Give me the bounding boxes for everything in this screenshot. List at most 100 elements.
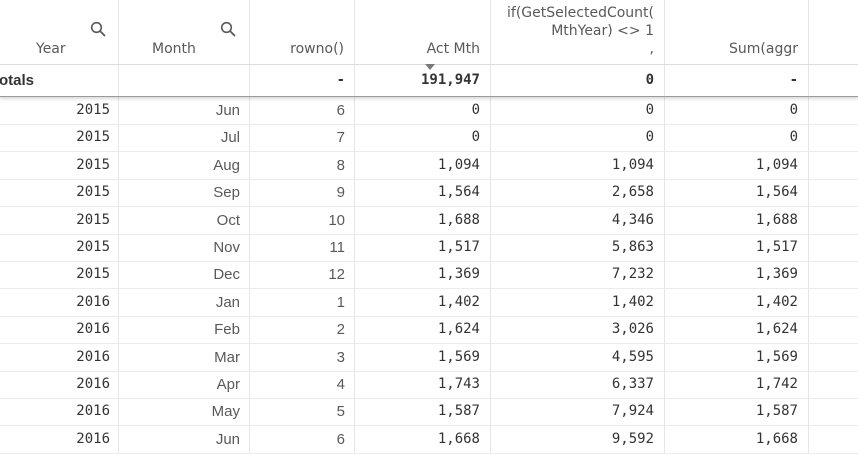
table-row[interactable]: 2016 Mar 3 1,569 4,595 1,569 bbox=[0, 344, 858, 372]
cell-rowno[interactable]: 2 bbox=[336, 321, 345, 339]
cell-sum-aggr[interactable]: 1,668 bbox=[755, 430, 798, 447]
cell-year[interactable]: 2015 bbox=[76, 156, 110, 173]
cell-month[interactable]: Jul bbox=[220, 129, 240, 147]
table-row[interactable]: 2015 Nov 11 1,517 5,863 1,517 bbox=[0, 234, 858, 262]
cell-year[interactable]: 2016 bbox=[76, 293, 110, 310]
cell-rowno[interactable]: 8 bbox=[336, 156, 345, 174]
cell-sum-aggr[interactable]: 1,402 bbox=[755, 293, 798, 310]
cell-month[interactable]: Aug bbox=[213, 156, 240, 174]
search-icon[interactable] bbox=[220, 21, 236, 37]
cell-expression[interactable]: 9,592 bbox=[611, 430, 654, 447]
cell-rowno[interactable]: 5 bbox=[336, 403, 345, 421]
cell-act-mth[interactable]: 1,587 bbox=[437, 403, 480, 420]
header-act-mth[interactable]: Act Mth bbox=[355, 0, 490, 64]
cell-act-mth[interactable]: 1,743 bbox=[437, 376, 480, 392]
column-divider[interactable] bbox=[490, 0, 491, 454]
cell-rowno[interactable]: 6 bbox=[336, 430, 345, 448]
column-divider[interactable] bbox=[808, 0, 809, 454]
cell-rowno[interactable]: 7 bbox=[336, 129, 345, 147]
cell-year[interactable]: 2015 bbox=[76, 211, 110, 228]
cell-sum-aggr[interactable]: 1,569 bbox=[755, 348, 798, 365]
cell-act-mth[interactable]: 1,564 bbox=[437, 184, 480, 201]
table-row[interactable]: 2015 Sep 9 1,564 2,658 1,564 bbox=[0, 179, 858, 208]
cell-year[interactable]: 2016 bbox=[76, 321, 110, 338]
cell-rowno[interactable]: 11 bbox=[329, 239, 345, 256]
cell-rowno[interactable]: 3 bbox=[336, 348, 345, 366]
cell-expression[interactable]: 7,924 bbox=[611, 403, 654, 420]
header-rowno[interactable]: rowno() bbox=[250, 0, 354, 64]
cell-act-mth[interactable]: 0 bbox=[471, 102, 480, 118]
cell-sum-aggr[interactable]: 0 bbox=[789, 129, 798, 146]
cell-month[interactable]: Sep bbox=[213, 184, 240, 202]
header-sum-aggr[interactable]: Sum(aggr bbox=[665, 0, 808, 64]
cell-expression[interactable]: 1,402 bbox=[611, 293, 654, 310]
cell-rowno[interactable]: 12 bbox=[328, 266, 345, 284]
table-row[interactable]: 2015 Jun 6 0 0 0 bbox=[0, 97, 858, 125]
cell-rowno[interactable]: 4 bbox=[336, 376, 345, 393]
table-row[interactable]: 2016 Jun 6 1,668 9,592 1,668 bbox=[0, 426, 858, 454]
cell-expression[interactable]: 0 bbox=[645, 102, 654, 118]
cell-sum-aggr[interactable]: 1,742 bbox=[755, 376, 798, 392]
cell-rowno[interactable]: 6 bbox=[336, 102, 345, 119]
table-row[interactable]: 2015 Oct 10 1,688 4,346 1,688 bbox=[0, 207, 858, 235]
cell-month[interactable]: Jun bbox=[215, 430, 240, 448]
cell-expression[interactable]: 3,026 bbox=[611, 321, 654, 338]
column-divider[interactable] bbox=[664, 0, 665, 454]
cell-act-mth[interactable]: 1,369 bbox=[437, 266, 480, 283]
cell-expression[interactable]: 7,232 bbox=[611, 266, 654, 283]
cell-year[interactable]: 2015 bbox=[76, 266, 110, 283]
cell-month[interactable]: Jan bbox=[215, 293, 240, 311]
cell-sum-aggr[interactable]: 1,624 bbox=[755, 321, 798, 338]
cell-act-mth[interactable]: 1,668 bbox=[437, 430, 480, 447]
cell-act-mth[interactable]: 1,624 bbox=[437, 321, 480, 338]
cell-month[interactable]: Apr bbox=[216, 376, 240, 393]
cell-act-mth[interactable]: 1,402 bbox=[437, 293, 480, 310]
cell-year[interactable]: 2015 bbox=[76, 184, 110, 201]
cell-expression[interactable]: 1,094 bbox=[611, 156, 654, 173]
cell-sum-aggr[interactable]: 1,564 bbox=[755, 184, 798, 201]
table-row[interactable]: 2016 May 5 1,587 7,924 1,587 bbox=[0, 398, 858, 427]
table-row[interactable]: 2015 Dec 12 1,369 7,232 1,369 bbox=[0, 261, 858, 290]
cell-month[interactable]: Dec bbox=[213, 266, 240, 284]
cell-sum-aggr[interactable]: 1,369 bbox=[755, 266, 798, 283]
cell-rowno[interactable]: 1 bbox=[336, 293, 345, 311]
column-divider[interactable] bbox=[118, 0, 119, 454]
cell-sum-aggr[interactable]: 1,094 bbox=[755, 156, 798, 173]
cell-month[interactable]: Nov bbox=[213, 239, 240, 256]
table-row[interactable]: 2016 Feb 2 1,624 3,026 1,624 bbox=[0, 316, 858, 345]
cell-act-mth[interactable]: 1,569 bbox=[437, 348, 480, 365]
column-divider[interactable] bbox=[354, 0, 355, 454]
cell-act-mth[interactable]: 1,517 bbox=[437, 239, 480, 255]
cell-year[interactable]: 2015 bbox=[76, 102, 110, 118]
cell-year[interactable]: 2016 bbox=[76, 403, 110, 420]
header-year[interactable]: Year bbox=[0, 0, 118, 64]
cell-rowno[interactable]: 9 bbox=[336, 184, 345, 202]
cell-expression[interactable]: 0 bbox=[645, 129, 654, 146]
cell-act-mth[interactable]: 0 bbox=[471, 129, 480, 146]
header-expression[interactable]: if(GetSelectedCount( MthYear) <> 1 , bbox=[491, 0, 664, 64]
cell-sum-aggr[interactable]: 1,587 bbox=[755, 403, 798, 420]
cell-year[interactable]: 2015 bbox=[76, 239, 110, 255]
cell-month[interactable]: Feb bbox=[214, 321, 240, 339]
cell-year[interactable]: 2016 bbox=[76, 430, 110, 447]
cell-year[interactable]: 2016 bbox=[76, 348, 110, 365]
cell-expression[interactable]: 2,658 bbox=[611, 184, 654, 201]
column-divider[interactable] bbox=[249, 0, 250, 454]
table-row[interactable]: 2015 Jul 7 0 0 0 bbox=[0, 124, 858, 153]
cell-year[interactable]: 2016 bbox=[76, 376, 110, 392]
cell-month[interactable]: May bbox=[211, 403, 240, 421]
cell-expression[interactable]: 4,595 bbox=[611, 348, 654, 365]
cell-month[interactable]: Mar bbox=[214, 348, 240, 366]
table-row[interactable]: 2015 Aug 8 1,094 1,094 1,094 bbox=[0, 152, 858, 180]
cell-expression[interactable]: 6,337 bbox=[611, 376, 654, 392]
table-row[interactable]: 2016 Jan 1 1,402 1,402 1,402 bbox=[0, 289, 858, 317]
table-row[interactable]: 2016 Apr 4 1,743 6,337 1,742 bbox=[0, 371, 858, 399]
header-month[interactable]: Month bbox=[119, 0, 249, 64]
cell-year[interactable]: 2015 bbox=[76, 129, 110, 146]
cell-act-mth[interactable]: 1,094 bbox=[437, 156, 480, 173]
cell-month[interactable]: Jun bbox=[215, 102, 240, 119]
search-icon[interactable] bbox=[90, 21, 106, 37]
cell-expression[interactable]: 4,346 bbox=[611, 211, 654, 228]
cell-expression[interactable]: 5,863 bbox=[611, 239, 654, 255]
cell-sum-aggr[interactable]: 1,688 bbox=[755, 211, 798, 228]
